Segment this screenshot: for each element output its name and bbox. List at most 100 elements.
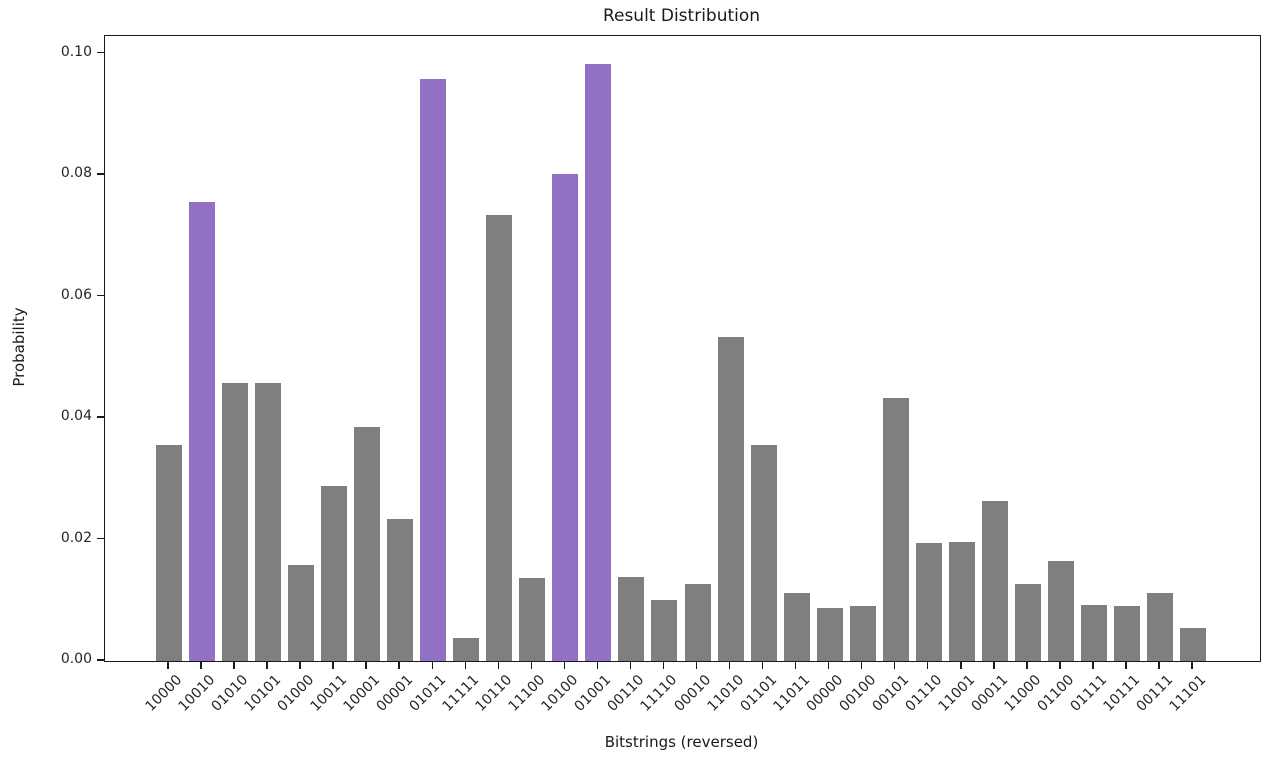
x-tick — [497, 661, 500, 669]
x-tick-label-10110: 10110 — [472, 672, 516, 715]
bar-11110 — [651, 599, 678, 661]
x-tick-label-10100: 10100 — [538, 672, 582, 715]
x-tick — [398, 661, 400, 669]
y-tick-label: 0.02 — [60, 529, 92, 546]
y-tick-label: 0.08 — [60, 165, 92, 181]
x-tick-label-11001: 11001 — [935, 672, 979, 715]
x-tick — [233, 661, 235, 669]
x-tick-label-10001: 10001 — [340, 672, 384, 715]
bar-11010 — [717, 336, 744, 661]
x-tick — [1092, 661, 1094, 669]
x-tick — [1125, 661, 1127, 669]
x-tick — [926, 661, 929, 669]
bar-00111 — [1146, 592, 1173, 661]
bar-01111 — [1080, 604, 1107, 661]
x-tick — [1158, 661, 1160, 669]
bar-11101 — [1179, 628, 1206, 661]
x-tick-label-00010: 00010 — [671, 672, 714, 715]
x-tick — [332, 661, 334, 669]
y-tick — [97, 537, 104, 540]
x-axis-label: Bitstrings (reversed) — [604, 733, 759, 751]
x-tick — [893, 661, 896, 669]
bar-01010 — [222, 382, 249, 661]
x-tick-label-11100: 11100 — [505, 672, 549, 715]
y-axis-label: Probability — [10, 307, 28, 387]
x-tick-label-10101: 10101 — [241, 672, 285, 715]
x-tick-label-00001: 00001 — [373, 672, 417, 715]
y-tick — [97, 294, 104, 297]
x-tick-label-00100: 00100 — [836, 672, 879, 715]
bar-00001 — [387, 518, 414, 661]
x-tick-label-10000: 10000 — [142, 672, 186, 715]
x-tick — [761, 661, 764, 669]
y-tick-label: 0.04 — [60, 408, 92, 424]
bar-11100 — [519, 577, 546, 661]
x-tick — [596, 661, 599, 669]
x-tick-label-00101: 00101 — [869, 672, 913, 715]
x-tick-label-11000: 11000 — [1001, 672, 1045, 715]
x-tick-label-01010: 01010 — [208, 672, 252, 715]
x-tick — [266, 661, 268, 669]
x-tick-label-11110: 11110 — [637, 672, 681, 715]
x-tick — [167, 661, 169, 669]
x-tick — [1191, 661, 1193, 669]
y-tick — [97, 51, 104, 54]
bar-10101 — [255, 382, 282, 661]
y-tick-label: 0.06 — [60, 286, 92, 303]
bar-10000 — [156, 444, 182, 661]
bar-00101 — [882, 397, 909, 661]
x-tick — [794, 661, 797, 669]
x-tick — [860, 661, 863, 669]
x-tick — [993, 661, 995, 669]
bar-01110 — [915, 543, 942, 661]
bar-11111 — [453, 637, 480, 661]
x-tick — [431, 661, 433, 669]
bar-11001 — [948, 541, 975, 661]
x-tick — [563, 661, 566, 669]
x-tick-label-11101: 11101 — [1166, 672, 1210, 715]
bar-11011 — [783, 592, 810, 661]
x-tick — [200, 661, 202, 669]
bar-11000 — [1014, 583, 1041, 661]
x-tick-label-01101: 01101 — [737, 672, 780, 715]
x-tick-label-01001: 01001 — [571, 672, 615, 715]
x-tick-label-01110: 01110 — [902, 672, 946, 715]
bar-10111 — [1113, 606, 1140, 661]
x-tick-label-10011: 10011 — [307, 672, 351, 715]
y-tick — [97, 659, 104, 661]
bar-10100 — [552, 173, 579, 661]
bar-10110 — [486, 215, 513, 661]
y-tick-label: 0.00 — [60, 651, 92, 667]
x-tick — [629, 661, 632, 669]
x-tick — [365, 661, 367, 669]
x-tick — [960, 661, 962, 669]
x-tick-label-11111: 11111 — [439, 672, 483, 715]
x-tick-label-01011: 01011 — [406, 672, 450, 715]
x-tick — [827, 661, 830, 669]
plot-area — [104, 35, 1261, 662]
x-tick-label-01111: 01111 — [1067, 672, 1111, 715]
y-tick-label: 0.10 — [60, 43, 92, 60]
chart-title: Result Distribution — [602, 6, 761, 26]
x-tick-label-01000: 01000 — [274, 672, 318, 715]
bar-00100 — [849, 605, 876, 661]
x-tick — [695, 661, 698, 669]
x-tick-label-10111: 10111 — [1100, 672, 1144, 715]
x-tick-label-00000: 00000 — [803, 672, 846, 715]
x-tick-label-01100: 01100 — [1034, 672, 1078, 715]
bar-10010 — [189, 201, 216, 661]
y-tick — [97, 173, 104, 175]
x-tick-label-10010: 10010 — [175, 672, 219, 715]
x-tick — [728, 661, 731, 669]
bar-01101 — [750, 445, 777, 661]
bar-00110 — [618, 576, 645, 661]
x-tick-label-00111: 00111 — [1133, 672, 1177, 715]
x-tick — [1026, 661, 1028, 669]
bar-00000 — [816, 608, 843, 661]
bar-01000 — [288, 565, 315, 661]
x-tick — [464, 661, 467, 669]
x-tick — [299, 661, 301, 669]
x-tick-label-11010: 11010 — [704, 672, 747, 715]
bar-00011 — [981, 501, 1008, 661]
